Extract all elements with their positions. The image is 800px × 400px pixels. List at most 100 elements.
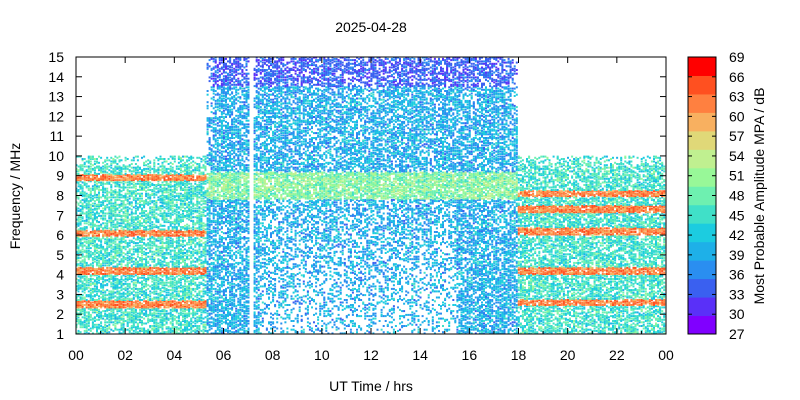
heatmap-cell: [139, 197, 141, 200]
heatmap-cell: [85, 273, 88, 275]
heatmap-cell: [98, 318, 100, 321]
heatmap-cell: [179, 181, 182, 184]
heatmap-cell: [134, 200, 137, 203]
heatmap-cell: [171, 176, 174, 179]
heatmap-cell: [96, 175, 98, 178]
heatmap-cell: [81, 233, 84, 236]
heatmap-cell: [190, 213, 193, 216]
heatmap-cell: [77, 282, 80, 285]
heatmap-cell: [134, 261, 137, 264]
heatmap-cell: [114, 161, 117, 164]
heatmap-cell: [192, 174, 195, 177]
heatmap-cell: [104, 166, 107, 169]
heatmap-cell: [177, 212, 180, 215]
heatmap-cell: [77, 259, 80, 262]
heatmap-cell: [122, 268, 125, 271]
heatmap-cell: [87, 165, 90, 168]
heatmap-cell: [177, 260, 180, 263]
heatmap-cell: [139, 316, 141, 319]
heatmap-cell: [122, 222, 125, 225]
heatmap-cell: [139, 329, 141, 332]
heatmap-cell: [118, 255, 121, 258]
heatmap-cell: [192, 197, 195, 200]
heatmap-cell: [83, 300, 86, 303]
heatmap-cell: [141, 284, 143, 287]
heatmap-cell: [93, 282, 96, 285]
heatmap-cell: [184, 326, 186, 329]
heatmap-cell: [79, 212, 82, 215]
heatmap-cell: [106, 261, 109, 264]
heatmap-cell: [188, 175, 191, 178]
heatmap-cell: [128, 278, 131, 280]
heatmap-cell: [79, 238, 82, 241]
heatmap-cell: [114, 203, 117, 206]
heatmap-cell: [157, 198, 160, 201]
heatmap-cell: [85, 198, 88, 201]
heatmap-cell: [96, 290, 98, 293]
heatmap-cell: [141, 200, 143, 203]
heatmap-cell: [159, 186, 162, 189]
heatmap-cell: [155, 300, 158, 303]
heatmap-cell: [130, 239, 133, 242]
heatmap-cell: [89, 214, 92, 217]
heatmap-cell: [143, 172, 146, 175]
heatmap-cell: [87, 213, 90, 216]
heatmap-cell: [182, 255, 184, 258]
heatmap-cell: [186, 326, 189, 329]
heatmap-cell: [145, 229, 148, 232]
heatmap-cell: [126, 269, 129, 272]
heatmap-cell: [155, 308, 158, 311]
heatmap-cell: [122, 206, 125, 209]
heatmap-cell: [124, 306, 127, 309]
heatmap-cell: [134, 163, 137, 165]
heatmap-cell: [188, 210, 191, 212]
heatmap-cell: [175, 176, 178, 179]
heatmap-cell: [118, 270, 121, 273]
heatmap-cell: [79, 229, 82, 232]
heatmap-cell: [194, 249, 197, 252]
heatmap-cell: [122, 211, 125, 214]
heatmap-cell: [179, 158, 182, 160]
heatmap-cell: [122, 182, 125, 185]
heatmap-cell: [110, 312, 113, 315]
heatmap-cell: [175, 322, 178, 325]
heatmap-cell: [91, 208, 94, 211]
heatmap-cell: [184, 185, 186, 188]
heatmap-cell: [177, 259, 180, 262]
heatmap-cell: [192, 294, 195, 297]
heatmap-cell: [132, 332, 135, 335]
heatmap-cell: [147, 329, 150, 332]
heatmap-cell: [136, 197, 139, 200]
heatmap-cell: [147, 228, 150, 231]
heatmap-cell: [177, 315, 180, 318]
heatmap-cell: [83, 265, 86, 268]
heatmap-cell: [100, 231, 103, 233]
heatmap-cell: [155, 285, 158, 288]
heatmap-cell: [169, 196, 172, 199]
heatmap-cell: [171, 264, 174, 267]
heatmap-cell: [194, 244, 197, 247]
heatmap-cell: [151, 237, 154, 240]
heatmap-cell: [132, 174, 135, 177]
heatmap-cell: [77, 196, 80, 199]
heatmap-cell: [104, 326, 107, 329]
heatmap-cell: [102, 289, 105, 292]
heatmap-cell: [161, 224, 164, 227]
heatmap-cell: [182, 252, 184, 254]
heatmap-cell: [136, 249, 139, 252]
heatmap-cell: [171, 266, 174, 269]
heatmap-cell: [192, 238, 195, 241]
heatmap-cell: [173, 249, 176, 252]
heatmap-cell: [192, 311, 195, 314]
heatmap-cell: [169, 271, 172, 274]
heatmap-cell: [171, 210, 174, 212]
heatmap-cell: [79, 201, 82, 204]
heatmap-cell: [169, 313, 172, 316]
heatmap-cell: [141, 231, 143, 233]
heatmap-cell: [177, 327, 180, 330]
heatmap-cell: [77, 302, 80, 305]
heatmap-cell: [151, 213, 154, 216]
heatmap-cell: [165, 274, 168, 277]
heatmap-cell: [132, 191, 135, 194]
heatmap-cell: [77, 155, 80, 158]
